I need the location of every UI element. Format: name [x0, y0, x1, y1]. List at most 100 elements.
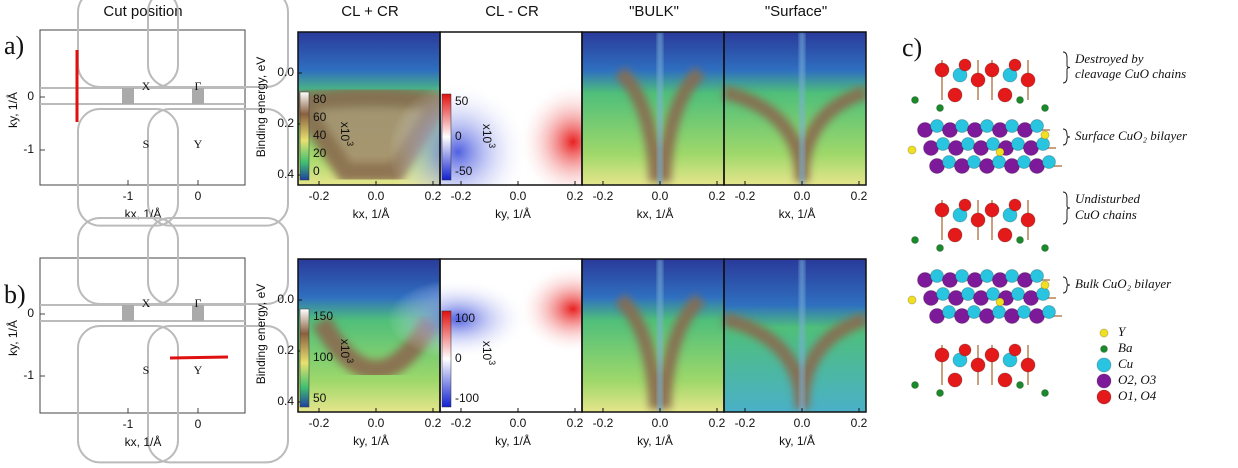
bz-point: Y [194, 363, 203, 377]
bz-point: X [142, 79, 151, 93]
atom [1096, 389, 1112, 405]
brace [1062, 191, 1071, 225]
atom [958, 343, 972, 357]
annotation: Bulk CuO₂ bilayer [1075, 276, 1172, 291]
atom [1020, 357, 1036, 373]
x-tick-label: 0.2 [425, 189, 442, 203]
bz-contour [77, 108, 179, 227]
x-tick-label: 0.2 [851, 189, 868, 203]
x-axis-label: ky, 1/Å [495, 433, 531, 448]
bz-contour [147, 325, 289, 464]
x-axis-label: ky, 1/Å [353, 433, 389, 448]
bz-point: Y [194, 137, 203, 151]
colorbar-tick: 150 [313, 309, 333, 323]
x-axis-label: ky, 1/Å [495, 206, 531, 221]
noise-stripe [657, 32, 663, 185]
x-tick-label: -0.2 [735, 416, 756, 430]
atom [995, 147, 1005, 157]
atom [970, 212, 986, 228]
x-tick-label: 0.2 [567, 416, 584, 430]
exponent: 3 [487, 143, 497, 148]
atom [1036, 137, 1050, 151]
atom [1099, 328, 1109, 338]
x-tick-label: -0.2 [593, 189, 614, 203]
bz-neck [122, 305, 134, 321]
bz-neck [192, 305, 204, 321]
x-axis-label: ky, 1/Å [779, 433, 815, 448]
x-axis-label: kx, 1/Å [353, 206, 390, 221]
atom [986, 287, 1000, 301]
colorbar [441, 310, 452, 408]
atom [1042, 155, 1056, 169]
x-tick-label: -0.2 [309, 416, 330, 430]
legend-label: Cu [1118, 356, 1134, 371]
atom [947, 227, 963, 243]
atom [1008, 58, 1022, 72]
atom [1016, 96, 1024, 104]
colorbar-tick: 100 [313, 350, 333, 364]
atom [980, 119, 994, 133]
colorbar-tick: -100 [455, 391, 479, 405]
atom [1041, 104, 1049, 112]
arpes-images [298, 259, 866, 412]
colorbar-unit: x103 [480, 341, 497, 365]
atom [984, 347, 1000, 363]
atom [1096, 357, 1112, 373]
unit: x10 [480, 124, 494, 144]
colorbar-tick: 20 [313, 146, 327, 160]
column-title: CL + CR [341, 3, 399, 20]
legend-label: Y [1118, 324, 1127, 339]
x-tick-label: 0.2 [709, 189, 726, 203]
atom [970, 72, 986, 88]
atom [1030, 119, 1044, 133]
atom [930, 269, 944, 283]
y-tick-label: 0.0 [277, 65, 294, 79]
legend-label: Ba [1118, 340, 1133, 355]
x-tick-label: 0.0 [510, 189, 527, 203]
panel-label: a) [4, 31, 24, 60]
colorbar [441, 93, 452, 181]
atom [1040, 130, 1050, 140]
atom [1036, 287, 1050, 301]
annotation: Surface CuO₂ bilayer [1075, 128, 1188, 143]
legend-label: O1, O4 [1118, 388, 1157, 403]
atom [1096, 373, 1112, 389]
x-tick-label: -0.2 [735, 189, 756, 203]
atom [936, 137, 950, 151]
noise-stripe [799, 32, 805, 185]
atom [911, 381, 919, 389]
panel-label: c) [902, 33, 922, 62]
x-tick-label: 0.2 [567, 189, 584, 203]
atom [967, 305, 981, 319]
bz-neck [122, 88, 134, 104]
x-axis-label: kx, 1/Å [637, 206, 674, 221]
y-tick-label: 0.4 [277, 394, 294, 408]
image-blob [388, 82, 528, 185]
atom [1016, 236, 1024, 244]
atom [911, 236, 919, 244]
x-tick-label: 0.2 [425, 416, 442, 430]
bz-frame [39, 257, 246, 414]
colorbar [299, 308, 310, 408]
colorbar-tick: 80 [313, 92, 327, 106]
atom [934, 62, 950, 78]
atom [958, 58, 972, 72]
atom [1100, 345, 1108, 353]
x-tick-label: -1 [123, 417, 134, 431]
bz-frame [39, 29, 246, 186]
atom [997, 87, 1013, 103]
brace [1062, 128, 1071, 146]
atom [1020, 72, 1036, 88]
y-tick-label: 0.0 [277, 292, 294, 306]
x-tick-label: 0.0 [794, 189, 811, 203]
y-axis-label: Binding energy, eV [254, 284, 268, 385]
y-tick-label: 0.4 [277, 167, 294, 181]
atom [980, 269, 994, 283]
y-tick-label: -1 [23, 142, 34, 156]
atom [1041, 389, 1049, 397]
unit: x10 [338, 339, 352, 359]
x-axis-label: ky, 1/Å [637, 433, 673, 448]
atom [1011, 137, 1025, 151]
colorbar-tick: 0 [313, 164, 320, 178]
atom [1042, 305, 1056, 319]
